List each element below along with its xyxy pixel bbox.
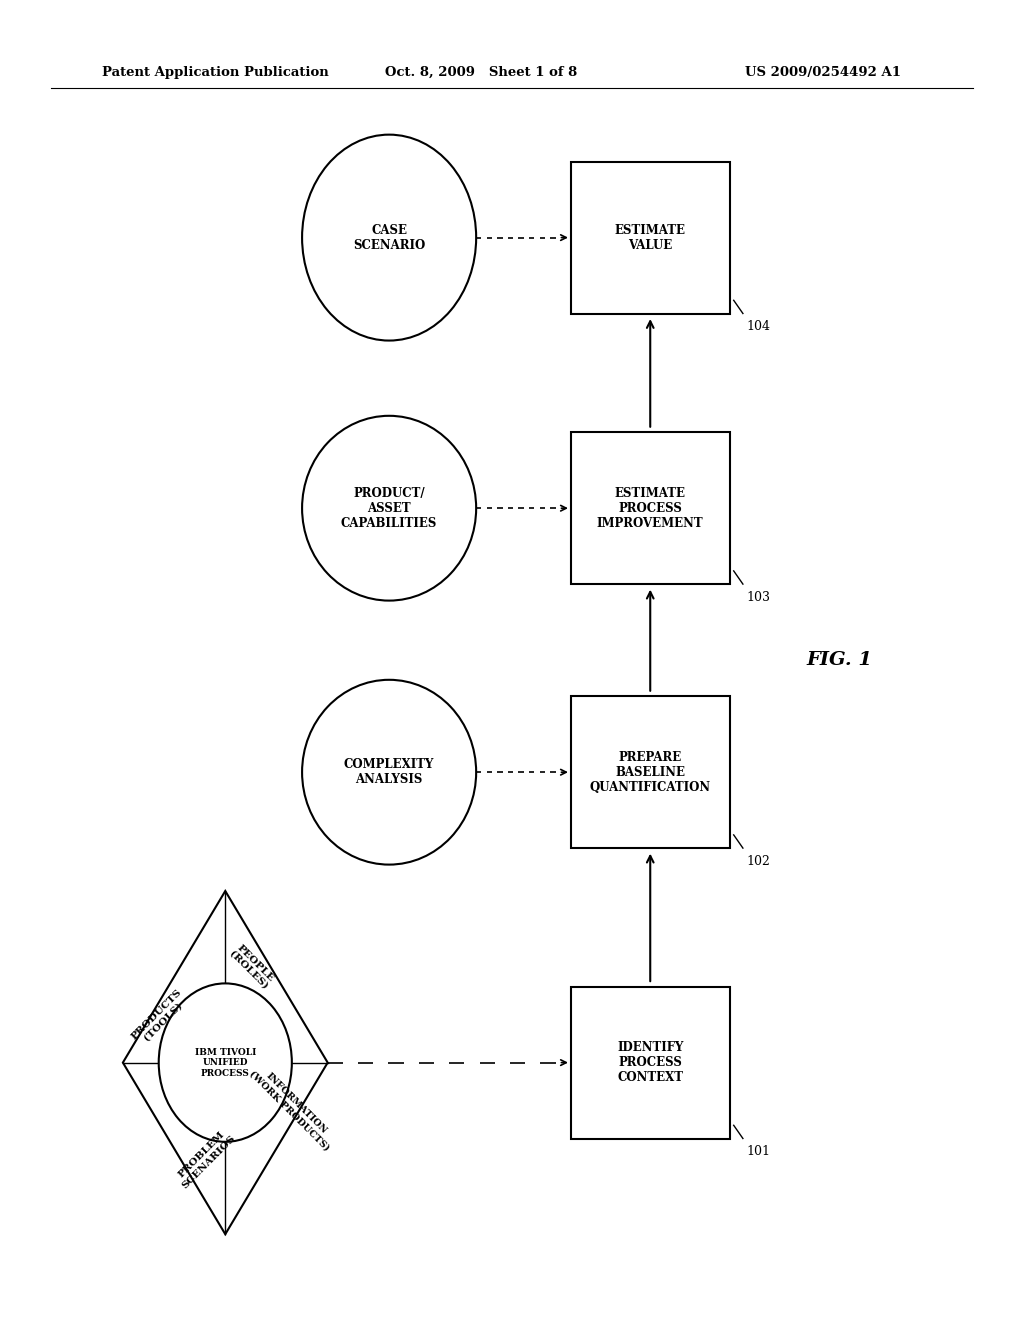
Ellipse shape <box>302 680 476 865</box>
Text: US 2009/0254492 A1: US 2009/0254492 A1 <box>745 66 901 79</box>
Bar <box>571 433 729 583</box>
Text: Patent Application Publication: Patent Application Publication <box>102 66 329 79</box>
Text: PROBLEM
SCENARIOS: PROBLEM SCENARIOS <box>173 1126 237 1191</box>
Text: FIG. 1: FIG. 1 <box>807 651 872 669</box>
Text: 101: 101 <box>745 1144 770 1158</box>
Text: 104: 104 <box>745 321 770 333</box>
Text: IDENTIFY
PROCESS
CONTEXT: IDENTIFY PROCESS CONTEXT <box>617 1041 683 1084</box>
Polygon shape <box>123 891 328 1234</box>
Text: ESTIMATE
VALUE: ESTIMATE VALUE <box>614 223 686 252</box>
Text: 103: 103 <box>745 591 770 603</box>
Text: CASE
SCENARIO: CASE SCENARIO <box>353 223 425 252</box>
Text: PEOPLE
(ROLES): PEOPLE (ROLES) <box>227 942 276 991</box>
Text: PRODUCTS
(TOOLS): PRODUCTS (TOOLS) <box>129 987 190 1048</box>
Bar <box>571 987 729 1138</box>
Text: INFORMATION
(WORK PRODUCTS): INFORMATION (WORK PRODUCTS) <box>248 1061 338 1152</box>
Text: COMPLEXITY
ANALYSIS: COMPLEXITY ANALYSIS <box>344 758 434 787</box>
Text: ESTIMATE
PROCESS
IMPROVEMENT: ESTIMATE PROCESS IMPROVEMENT <box>597 487 703 529</box>
Text: 102: 102 <box>745 855 770 867</box>
Text: PRODUCT/
ASSET
CAPABILITIES: PRODUCT/ ASSET CAPABILITIES <box>341 487 437 529</box>
Bar <box>571 162 729 314</box>
Text: IBM TIVOLI
UNIFIED
PROCESS: IBM TIVOLI UNIFIED PROCESS <box>195 1048 256 1077</box>
Ellipse shape <box>302 135 476 341</box>
Bar <box>571 697 729 849</box>
Text: Oct. 8, 2009   Sheet 1 of 8: Oct. 8, 2009 Sheet 1 of 8 <box>385 66 578 79</box>
Text: PREPARE
BASELINE
QUANTIFICATION: PREPARE BASELINE QUANTIFICATION <box>590 751 711 793</box>
Ellipse shape <box>302 416 476 601</box>
Ellipse shape <box>159 983 292 1142</box>
